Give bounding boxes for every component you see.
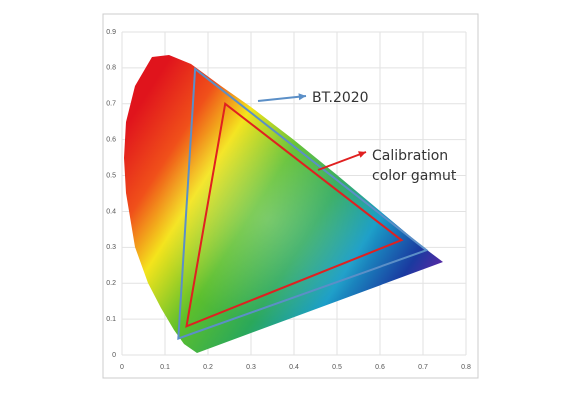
y-tick-label: 0.9 — [106, 29, 116, 36]
annotation-label: color gamut — [372, 168, 457, 184]
y-tick-label: 0.2 — [106, 280, 116, 287]
annotation-arrow — [257, 95, 307, 102]
x-tick-label: 0.5 — [332, 364, 342, 371]
x-tick-label: 0.6 — [375, 364, 385, 371]
gamut-triangle — [177, 67, 429, 340]
y-tick-label: 0.5 — [106, 172, 116, 179]
x-tick-label: 0.3 — [246, 364, 256, 371]
arrow-head — [358, 151, 366, 158]
x-tick-label: 0.1 — [160, 364, 170, 371]
y-tick-label: 0.1 — [106, 316, 116, 323]
frame — [102, 13, 479, 379]
locus-glow — [124, 55, 443, 353]
x-tick-label: 0.2 — [203, 364, 213, 371]
arrow-head — [298, 93, 306, 101]
annotation-label: BT.2020 — [312, 90, 369, 106]
y-tick-label: 0.4 — [106, 208, 116, 215]
x-tick-label: 0 — [120, 364, 124, 371]
y-tick-label: 0.8 — [106, 65, 116, 72]
y-tick-label: 0 — [112, 352, 116, 359]
annotation-arrow — [317, 151, 367, 171]
y-tick-label: 0.3 — [106, 244, 116, 251]
annotation-label: Calibration — [372, 148, 448, 164]
x-tick-label: 0.4 — [289, 364, 299, 371]
x-tick-label: 0.8 — [461, 364, 471, 371]
gamut-triangle — [185, 101, 404, 328]
y-tick-label: 0.7 — [106, 101, 116, 108]
x-tick-label: 0.7 — [418, 364, 428, 371]
y-tick-label: 0.6 — [106, 137, 116, 144]
